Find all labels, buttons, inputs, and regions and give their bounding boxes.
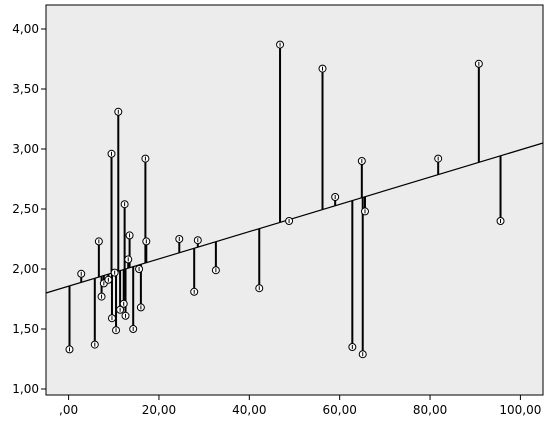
- data-point: [90, 340, 99, 349]
- y-axis: 1,00 1,50 2,00 2,50 3,00 3,50 4,00: [12, 22, 46, 396]
- data-point: [110, 268, 119, 277]
- data-point: [65, 345, 74, 354]
- y-tick-label: 3,50: [12, 82, 39, 96]
- data-point: [496, 217, 505, 225]
- data-point: [129, 325, 138, 333]
- x-tick-label: 60,00: [323, 403, 357, 417]
- data-point: [193, 236, 202, 245]
- data-point: [142, 237, 151, 246]
- data-point: [104, 275, 113, 284]
- data-point: [94, 237, 103, 246]
- data-point: [318, 64, 327, 73]
- data-point: [77, 269, 86, 278]
- data-point: [120, 200, 129, 209]
- data-point: [135, 265, 144, 273]
- data-point: [97, 292, 106, 301]
- data-point: [285, 217, 294, 225]
- data-point: [331, 193, 340, 201]
- data-point: [357, 157, 366, 165]
- data-point: [434, 154, 443, 163]
- data-point: [211, 266, 220, 275]
- y-tick-label: 4,00: [12, 22, 39, 36]
- x-tick-label: 80,00: [413, 403, 447, 417]
- data-point: [175, 235, 184, 243]
- data-point: [276, 40, 285, 49]
- data-points-layer: [65, 40, 505, 359]
- data-point: [114, 107, 123, 116]
- data-point: [112, 326, 121, 335]
- y-tick-label: 2,50: [12, 202, 39, 216]
- data-point: [107, 314, 116, 323]
- x-tick-label: ,00: [59, 403, 78, 417]
- data-point: [474, 59, 483, 68]
- y-tick-label: 1,00: [12, 382, 39, 396]
- data-point: [358, 350, 367, 359]
- data-point: [190, 287, 199, 296]
- data-point: [124, 255, 133, 264]
- x-tick-label: 20,00: [142, 403, 176, 417]
- x-axis: ,00 20,00 40,00 60,00 80,00 100,00: [59, 395, 541, 417]
- data-point: [125, 231, 134, 240]
- x-tick-label: 40,00: [232, 403, 266, 417]
- data-point: [141, 154, 150, 163]
- data-point: [107, 149, 116, 158]
- x-tick-label: 100,00: [499, 403, 541, 417]
- y-tick-label: 3,00: [12, 142, 39, 156]
- data-point: [121, 311, 130, 320]
- data-point: [360, 207, 369, 216]
- plot-background: [45, 4, 544, 396]
- data-point: [348, 343, 357, 351]
- y-tick-label: 1,50: [12, 322, 39, 336]
- data-point: [119, 299, 128, 308]
- y-tick-label: 2,00: [12, 262, 39, 276]
- data-point: [136, 303, 145, 312]
- data-point: [116, 305, 125, 314]
- data-point: [255, 284, 264, 293]
